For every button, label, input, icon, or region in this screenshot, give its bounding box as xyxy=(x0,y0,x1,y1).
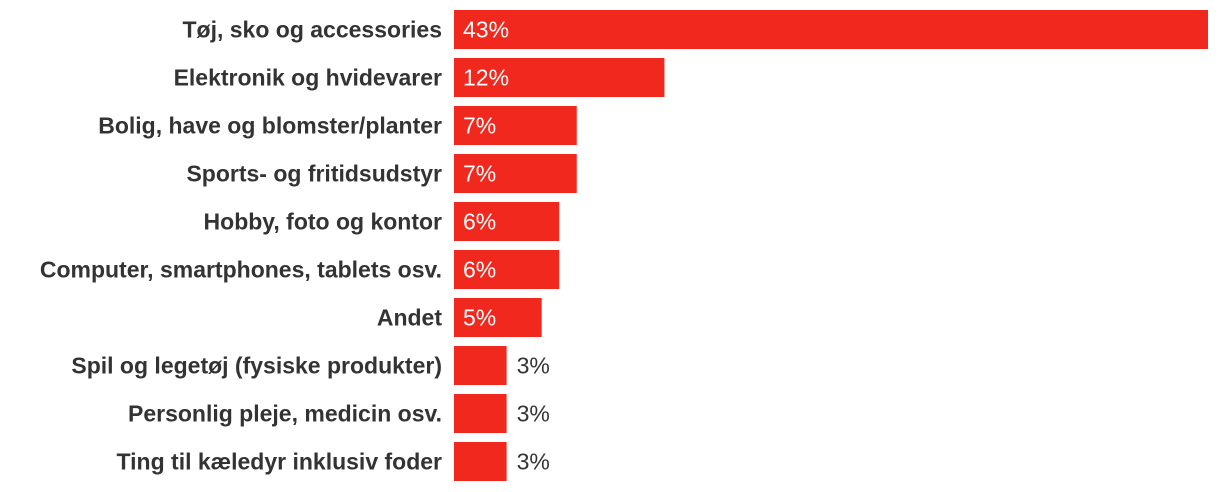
value-label: 7% xyxy=(463,113,496,139)
value-label: 43% xyxy=(463,17,509,43)
bar xyxy=(454,250,560,289)
bar xyxy=(454,442,507,481)
value-label: 6% xyxy=(463,257,496,283)
value-label: 6% xyxy=(463,209,496,235)
category-label: Bolig, have og blomster/planter xyxy=(98,113,442,139)
value-label: 12% xyxy=(463,65,509,91)
category-label: Personlig pleje, medicin osv. xyxy=(128,401,442,427)
bar xyxy=(454,58,665,97)
bar xyxy=(454,10,1208,49)
category-label: Hobby, foto og kontor xyxy=(204,209,443,235)
category-label: Elektronik og hvidevarer xyxy=(174,65,442,91)
category-label: Sports- og fritidsudstyr xyxy=(186,161,442,187)
value-label: 3% xyxy=(517,353,550,379)
category-label: Ting til kæledyr inklusiv foder xyxy=(117,449,443,475)
value-label: 3% xyxy=(517,449,550,475)
category-label: Spil og legetøj (fysiske produkter) xyxy=(71,353,442,379)
value-label: 3% xyxy=(517,401,550,427)
bar xyxy=(454,298,542,337)
bar xyxy=(454,202,560,241)
category-label: Andet xyxy=(377,305,443,331)
category-label: Tøj, sko og accessories xyxy=(182,17,442,43)
bar xyxy=(454,154,577,193)
bar xyxy=(454,106,577,145)
bar xyxy=(454,346,507,385)
bar xyxy=(454,394,507,433)
value-label: 7% xyxy=(463,161,496,187)
value-label: 5% xyxy=(463,305,496,331)
category-label: Computer, smartphones, tablets osv. xyxy=(40,257,442,283)
